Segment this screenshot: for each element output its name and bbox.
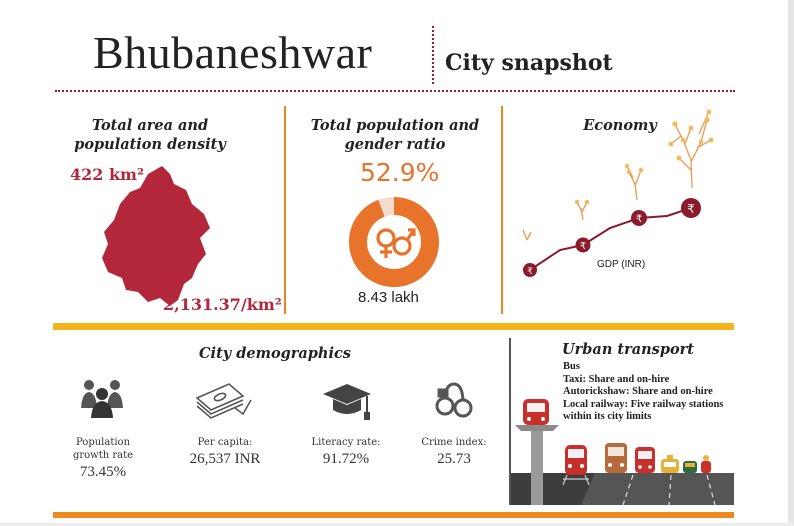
svg-text:₹: ₹ xyxy=(527,267,533,277)
scooter-icon xyxy=(701,455,711,473)
transport-illustration xyxy=(511,399,734,506)
bus-icon xyxy=(605,443,627,473)
literacy-rate-label: Literacy rate: xyxy=(311,437,381,448)
money-icon xyxy=(195,383,252,419)
gender-ratio-donut xyxy=(349,197,439,287)
population-value: 8.43 lakh xyxy=(358,289,419,306)
graduation-cap-icon xyxy=(323,384,371,420)
metro-icon xyxy=(523,399,549,425)
growth-rate-label: Population growth rate xyxy=(72,437,134,461)
economy-heading: Economy xyxy=(583,117,657,134)
literacy-rate-value: 91.72% xyxy=(322,451,370,467)
autorickshaw-icon xyxy=(683,461,697,473)
transport-heading: Urban transport xyxy=(562,341,694,358)
taxi-icon xyxy=(661,455,679,473)
handcuffs-icon xyxy=(435,382,473,418)
transport-line-auto: Autorickshaw: Share and on-hire xyxy=(563,386,713,397)
svg-text:₹: ₹ xyxy=(580,241,586,252)
transport-line-bus: Bus xyxy=(563,361,580,372)
per-capita-value: 26,537 INR xyxy=(189,451,261,467)
per-capita-label: Per capita: xyxy=(197,437,253,448)
density-value: 2,131.37/km² xyxy=(163,295,282,314)
gdp-growth-chart: ₹ ₹ ₹ ₹ xyxy=(522,109,714,277)
page-subtitle: City snapshot xyxy=(445,50,613,76)
gender-ratio-value: 52.9% xyxy=(360,158,440,187)
section-divider-bar xyxy=(53,323,734,330)
panel-divider-1 xyxy=(284,106,286,314)
population-heading: Total population and gender ratio xyxy=(310,117,480,153)
area-heading: Total area and population density xyxy=(74,117,226,153)
crime-index-value: 25.73 xyxy=(437,451,471,467)
people-icon xyxy=(81,380,123,418)
transport-line-taxi: Taxi: Share and on-hire xyxy=(563,373,670,385)
growth-rate-value: 73.45% xyxy=(79,464,127,480)
header-dotted-rule xyxy=(55,90,735,92)
transport-line-rail: Local railway: Five railway stations xyxy=(563,398,724,410)
train-icon xyxy=(562,445,590,486)
bus-icon xyxy=(635,447,655,473)
rupee-icon: ₹ xyxy=(523,263,537,277)
page-edge-shadow xyxy=(788,0,794,526)
title-divider xyxy=(432,26,434,84)
transport-line-rail-2: within its city limits xyxy=(563,411,652,422)
page-title: Bhubaneshwar xyxy=(93,27,373,78)
svg-text:₹: ₹ xyxy=(636,214,642,225)
demographics-heading: City demographics xyxy=(199,345,351,362)
gender-symbols-icon xyxy=(376,228,416,258)
crime-index-label: Crime index: xyxy=(421,437,487,448)
rupee-icon: ₹ xyxy=(631,210,647,226)
footer-bar xyxy=(53,512,734,518)
rupee-icon: ₹ xyxy=(575,237,591,253)
gdp-label: GDP (INR) xyxy=(597,259,646,270)
page-edge-bottom xyxy=(0,523,794,526)
rupee-icon: ₹ xyxy=(681,198,701,218)
city-map-shape xyxy=(102,166,210,306)
area-value: 422 km² xyxy=(70,165,144,184)
svg-text:₹: ₹ xyxy=(687,202,695,216)
panel-divider-2 xyxy=(501,106,503,314)
